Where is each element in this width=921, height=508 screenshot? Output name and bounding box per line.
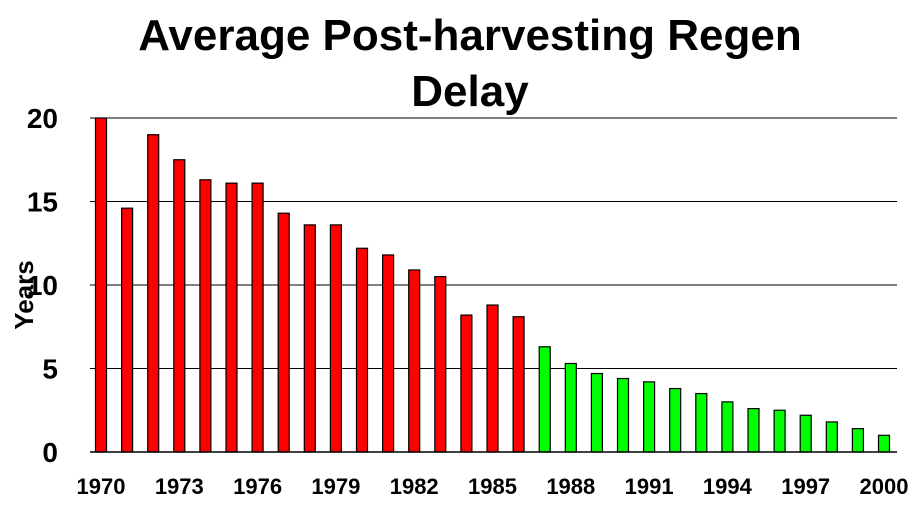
bar-1975 [225, 182, 238, 453]
y-tick-label-15: 15 [27, 187, 58, 218]
bar-1974 [199, 179, 212, 453]
bar-1973 [173, 159, 186, 453]
bar-1983 [434, 276, 447, 453]
bar-1990 [616, 377, 630, 453]
bar-1986 [512, 316, 525, 453]
bars [94, 117, 891, 453]
bar-1996 [773, 409, 786, 453]
bar-1995 [747, 407, 760, 453]
bar-1994 [721, 401, 734, 453]
bar-1978 [303, 224, 316, 453]
x-tick-label-1982: 1982 [390, 474, 439, 499]
y-tick-label-10: 10 [27, 270, 58, 301]
chart-title-line-1: Average Post-harvesting Regen [138, 11, 801, 60]
x-tick-label-1976: 1976 [233, 474, 282, 499]
bar-1976 [251, 182, 264, 453]
gridlines [90, 117, 897, 369]
bar-1970 [94, 117, 108, 453]
bar-1997 [799, 414, 812, 453]
x-tick-label-1979: 1979 [311, 474, 360, 499]
y-tick-label-5: 5 [42, 354, 58, 385]
bar-1984 [460, 314, 473, 453]
bar-1999 [851, 428, 865, 453]
bar-1971 [120, 207, 134, 453]
bar-1979 [329, 224, 342, 453]
x-tick-label-1997: 1997 [781, 474, 830, 499]
bar-1991 [642, 381, 656, 453]
y-tick-label-0: 0 [42, 437, 58, 468]
bar-1993 [695, 392, 708, 453]
bar-1980 [355, 247, 369, 453]
x-tick-label-2000: 2000 [860, 474, 909, 499]
bar-1998 [825, 421, 838, 453]
y-axis-label: Years [9, 260, 39, 329]
bar-1977 [277, 212, 290, 453]
bar-1987 [538, 346, 551, 453]
x-tick-label-1970: 1970 [77, 474, 126, 499]
bar-1981 [382, 254, 395, 453]
bar-2000 [877, 434, 891, 453]
bar-1989 [590, 372, 604, 453]
bar-1988 [564, 362, 577, 453]
bar-1972 [147, 134, 160, 453]
x-tick-label-1994: 1994 [703, 474, 753, 499]
x-tick-label-1991: 1991 [625, 474, 674, 499]
x-tick-label-1973: 1973 [155, 474, 204, 499]
bar-1982 [408, 269, 421, 453]
x-axis-ticks: 1970 1973 1976 1979 1982 1985 1988 1991 1994 1997… [77, 474, 909, 499]
x-tick-label-1985: 1985 [468, 474, 517, 499]
y-axis-ticks: 0 5 10 15 20 [27, 103, 58, 468]
y-tick-label-20: 20 [27, 103, 58, 134]
x-tick-label-1988: 1988 [546, 474, 595, 499]
bar-1992 [669, 387, 682, 453]
chart-title-line-2: Delay [411, 67, 529, 116]
bar-1985 [486, 304, 499, 453]
